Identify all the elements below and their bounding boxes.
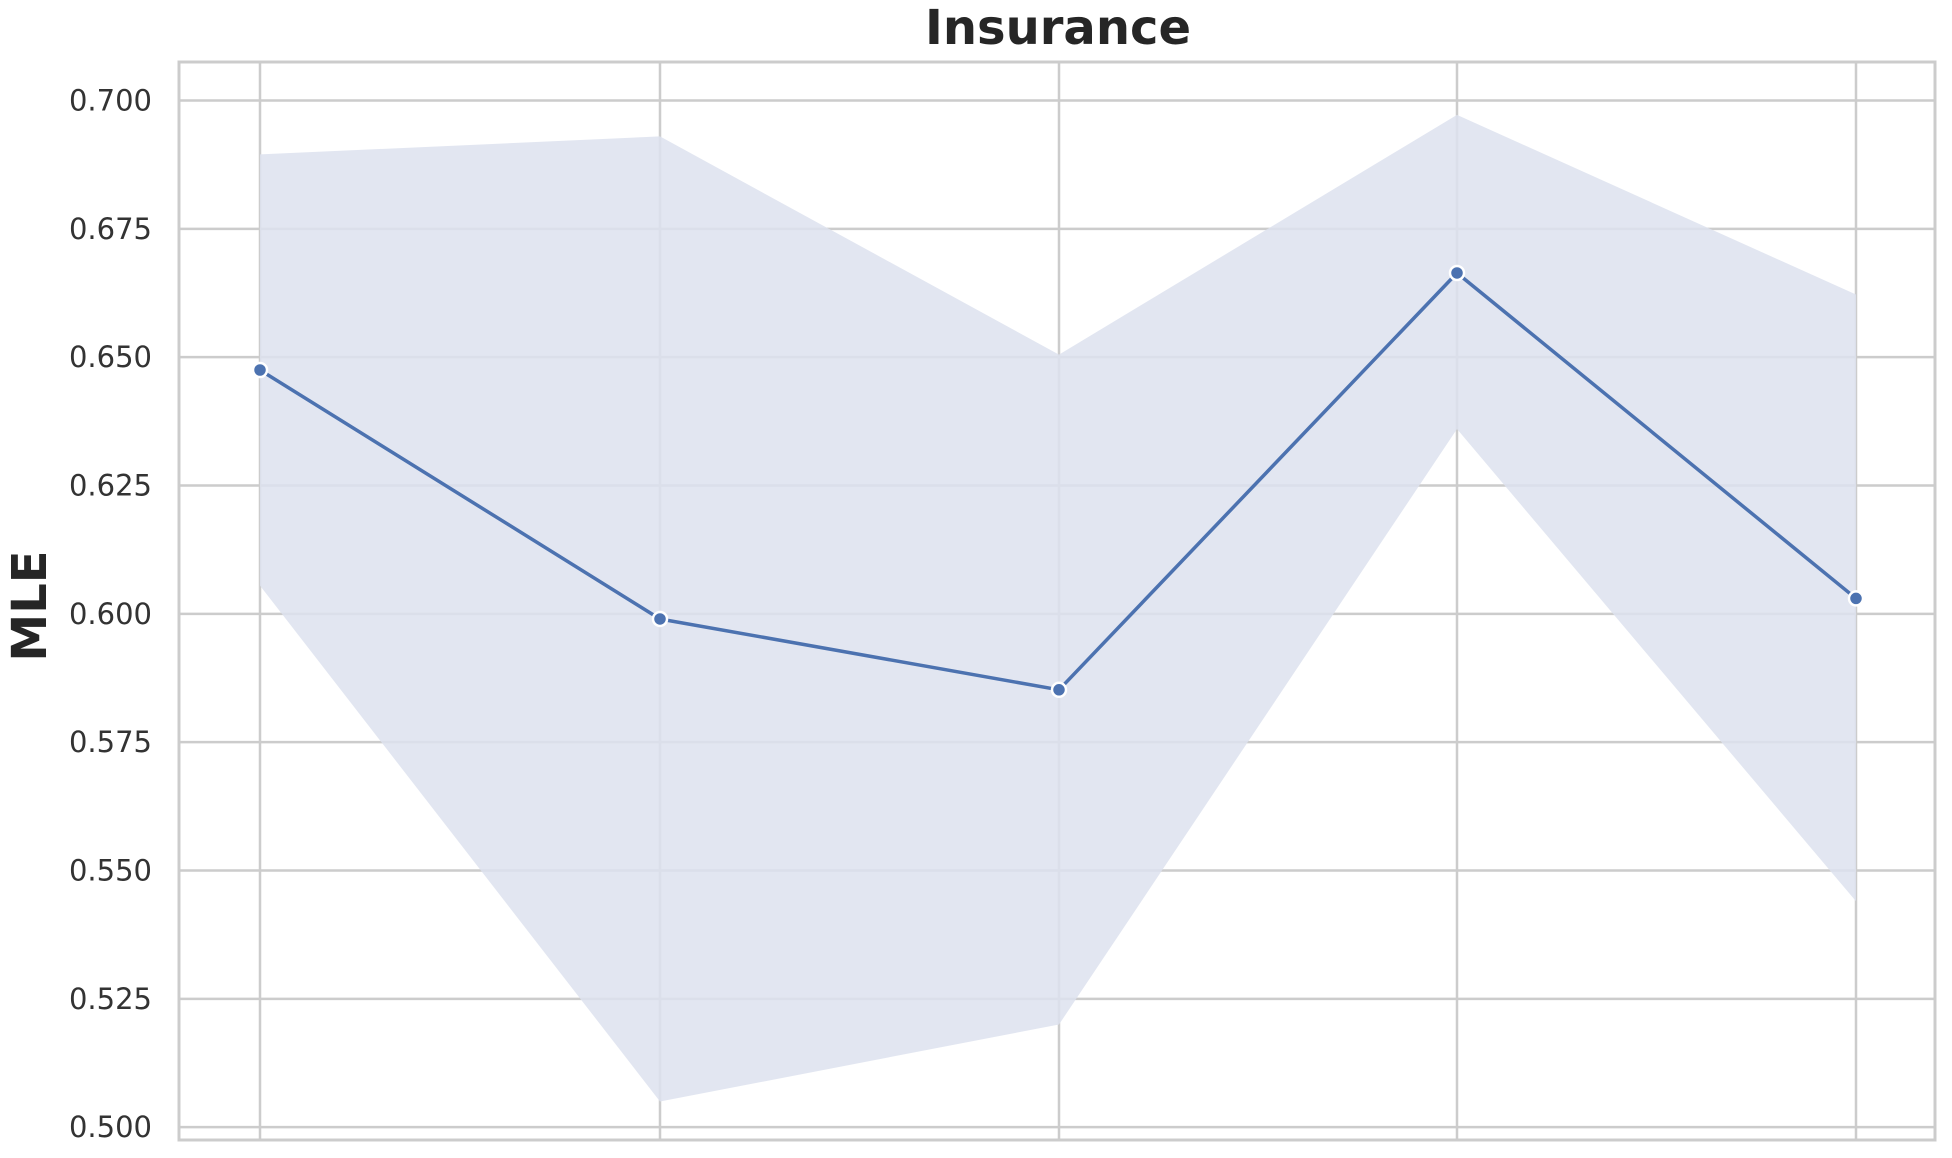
plot-frame: [177, 60, 1937, 1142]
data-point: [651, 610, 669, 628]
data-point: [1847, 590, 1865, 607]
y-tick-label: 0.700: [69, 84, 152, 118]
y-tick-label: 0.650: [69, 340, 152, 374]
data-point: [1448, 264, 1466, 282]
y-tick-label: 0.550: [69, 854, 152, 888]
y-tick-label: 0.500: [69, 1110, 152, 1144]
y-tick-label: 0.525: [69, 982, 152, 1016]
confidence-band-layer: [260, 114, 1856, 1102]
y-axis-ticks: 0.500 0.525 0.550 0.575 0.600 0.625 0.650 0.675…: [69, 84, 152, 1145]
confidence-band: [260, 114, 1856, 1102]
y-tick-label: 0.675: [69, 212, 152, 246]
data-point: [1050, 681, 1068, 699]
data-point: [251, 361, 269, 379]
y-tick-label: 0.600: [69, 597, 152, 631]
data-points-layer: [251, 264, 1865, 699]
chart-title: Insurance: [925, 0, 1191, 56]
y-tick-label: 0.575: [69, 725, 152, 759]
y-tick-label: 0.625: [69, 469, 152, 503]
y-axis-label: MLE: [2, 550, 58, 661]
